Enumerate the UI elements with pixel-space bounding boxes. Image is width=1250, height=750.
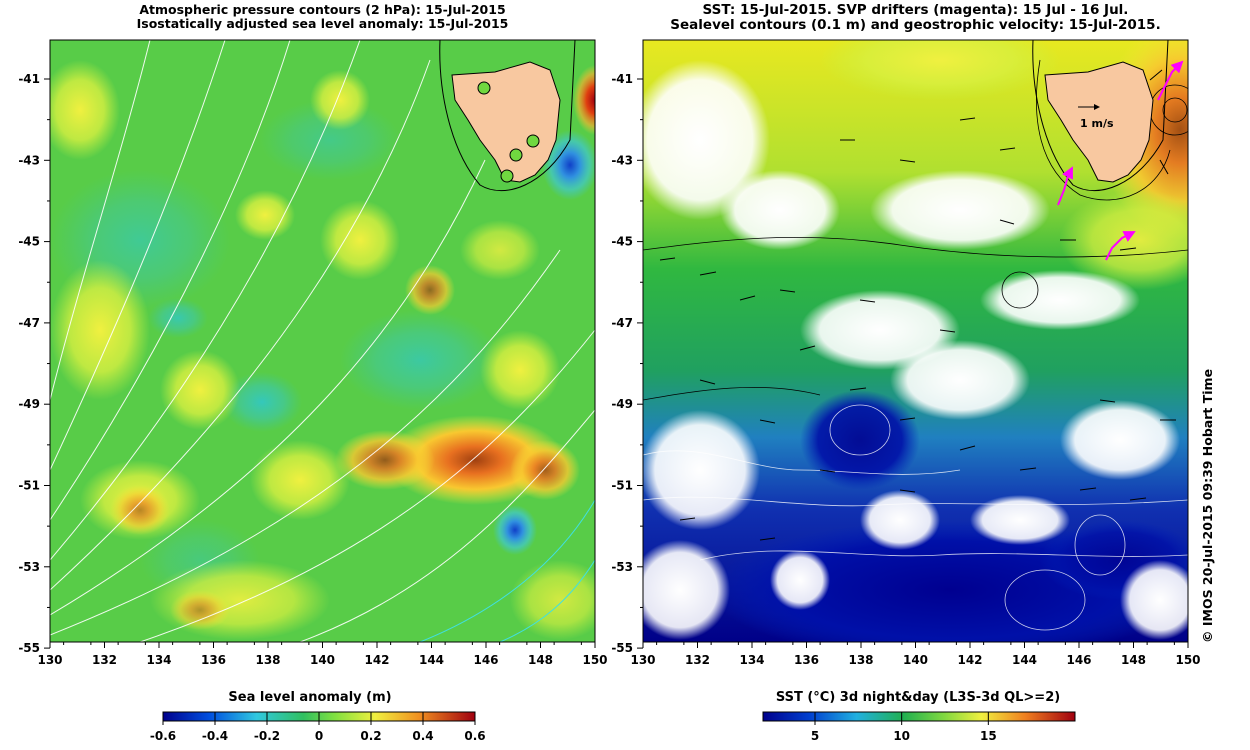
left-lat-label: -41 [18, 72, 40, 86]
sla-colorbar-tick-label: 0 [315, 729, 323, 743]
sla-colorbar-tick-label: -0.4 [202, 729, 228, 743]
sst-colorbar-label: SST (°C) 3d night&day (L3S-3d QL>=2) [776, 690, 1060, 705]
sealevel-contours-white [643, 404, 1188, 631]
left-title-line1: Atmospheric pressure contours (2 hPa): 1… [139, 2, 506, 17]
sealevel-contours [643, 59, 1188, 401]
right-lon-label: 130 [630, 653, 655, 667]
imos-credit: © IMOS 20-Jul-2015 09:39 Hobart Time [1200, 368, 1215, 643]
sla-colorbar-tick-label: -0.6 [150, 729, 176, 743]
right-lon-label: 136 [794, 653, 819, 667]
right-lat-label: -41 [611, 72, 633, 86]
svp-drifter-tracks [1057, 60, 1184, 261]
sst-colorbar: SST (°C) 3d night&day (L3S-3d QL>=2) 5 10… [762, 690, 1076, 743]
left-lon-label: 150 [582, 653, 607, 667]
sst-colorbar-tick-label: 5 [811, 729, 819, 743]
left-lon-label: 138 [255, 653, 280, 667]
right-lon-label: 132 [685, 653, 710, 667]
sst-colorbar-tick-label: 15 [980, 729, 997, 743]
left-lon-label: 142 [364, 653, 389, 667]
velocity-arrows [659, 69, 1176, 541]
left-lat-label: -53 [18, 560, 40, 574]
sla-colorbar: Sea level anomaly (m) -0.6 -0.4 -0.2 0 0.2 0.… [150, 690, 486, 743]
left-lon-label: 144 [419, 653, 444, 667]
left-lat-label: -55 [18, 641, 40, 655]
left-map-area [50, 40, 595, 642]
tasmania-land-right [1044, 61, 1154, 183]
right-lon-label: 142 [957, 653, 982, 667]
right-lon-label: 138 [848, 653, 873, 667]
drifter-markers-left [477, 81, 540, 183]
right-lon-label: 150 [1175, 653, 1200, 667]
right-lon-label: 144 [1012, 653, 1037, 667]
right-title-line2: Sealevel contours (0.1 m) and geostrophi… [670, 17, 1161, 33]
left-lon-label: 136 [201, 653, 226, 667]
sla-field [50, 60, 595, 640]
right-title-line1: SST: 15-Jul-2015. SVP drifters (magenta)… [702, 2, 1129, 18]
velocity-scale-label: 1 m/s [1080, 117, 1114, 130]
left-lat-label: -45 [18, 235, 40, 249]
left-lat-label: -43 [18, 153, 40, 167]
sla-colorbar-tick-label: 0.2 [360, 729, 381, 743]
right-lat-label: -49 [611, 397, 633, 411]
left-lat-label: -47 [18, 316, 40, 330]
left-lon-label: 130 [37, 653, 62, 667]
left-lon-label: 148 [528, 653, 553, 667]
sla-colorbar-tick-label: 0.4 [412, 729, 433, 743]
right-lat-label: -51 [611, 479, 633, 493]
sla-colorbar-tick-label: 0.6 [464, 729, 485, 743]
left-lon-label: 132 [92, 653, 117, 667]
right-lat-label: -53 [611, 560, 633, 574]
cyan-contours [419, 499, 595, 642]
left-lat-label: -51 [18, 479, 40, 493]
right-map-area: 1 m/s [643, 40, 1188, 642]
right-lon-label: 148 [1121, 653, 1146, 667]
left-lat-label: -49 [18, 397, 40, 411]
left-lon-label: 134 [146, 653, 171, 667]
right-lon-label: 134 [739, 653, 764, 667]
left-panel-title: Atmospheric pressure contours (2 hPa): 1… [50, 3, 595, 31]
right-lon-label: 140 [903, 653, 928, 667]
pressure-contours [50, 40, 595, 642]
left-lon-label: 140 [310, 653, 335, 667]
right-lat-label: -47 [611, 316, 633, 330]
sla-colorbar-label: Sea level anomaly (m) [228, 690, 391, 705]
left-axes: 130 132 134 136 138 140 142 144 146 148 150 -41 -43 -… [18, 72, 607, 667]
right-lon-label: 146 [1066, 653, 1091, 667]
left-title-line2: Isostatically adjusted sea level anomaly… [136, 16, 509, 31]
sst-colorbar-tick-label: 10 [893, 729, 910, 743]
left-lon-label: 146 [473, 653, 498, 667]
right-panel-title: SST: 15-Jul-2015. SVP drifters (magenta)… [643, 3, 1188, 33]
cloud-gaps [643, 60, 1188, 640]
right-lat-label: -43 [611, 153, 633, 167]
sla-colorbar-tick-label: -0.2 [254, 729, 280, 743]
right-lat-label: -45 [611, 235, 633, 249]
right-axes: 130 132 134 136 138 140 142 144 146 148 150 -41 -43 -… [611, 72, 1200, 667]
right-lat-label: -55 [611, 641, 633, 655]
